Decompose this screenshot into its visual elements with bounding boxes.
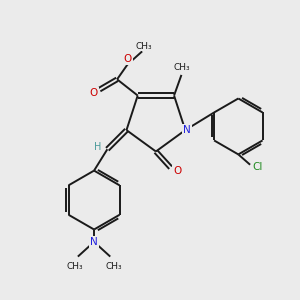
Text: CH₃: CH₃ <box>135 42 152 51</box>
Text: N: N <box>90 238 98 248</box>
Text: Cl: Cl <box>252 162 263 172</box>
Text: CH₃: CH₃ <box>173 63 190 72</box>
Text: N: N <box>183 125 190 135</box>
Text: H: H <box>94 142 102 152</box>
Text: CH₃: CH₃ <box>106 262 122 271</box>
Text: O: O <box>89 88 98 98</box>
Text: O: O <box>124 54 132 64</box>
Text: O: O <box>173 166 181 176</box>
Text: CH₃: CH₃ <box>66 262 82 271</box>
